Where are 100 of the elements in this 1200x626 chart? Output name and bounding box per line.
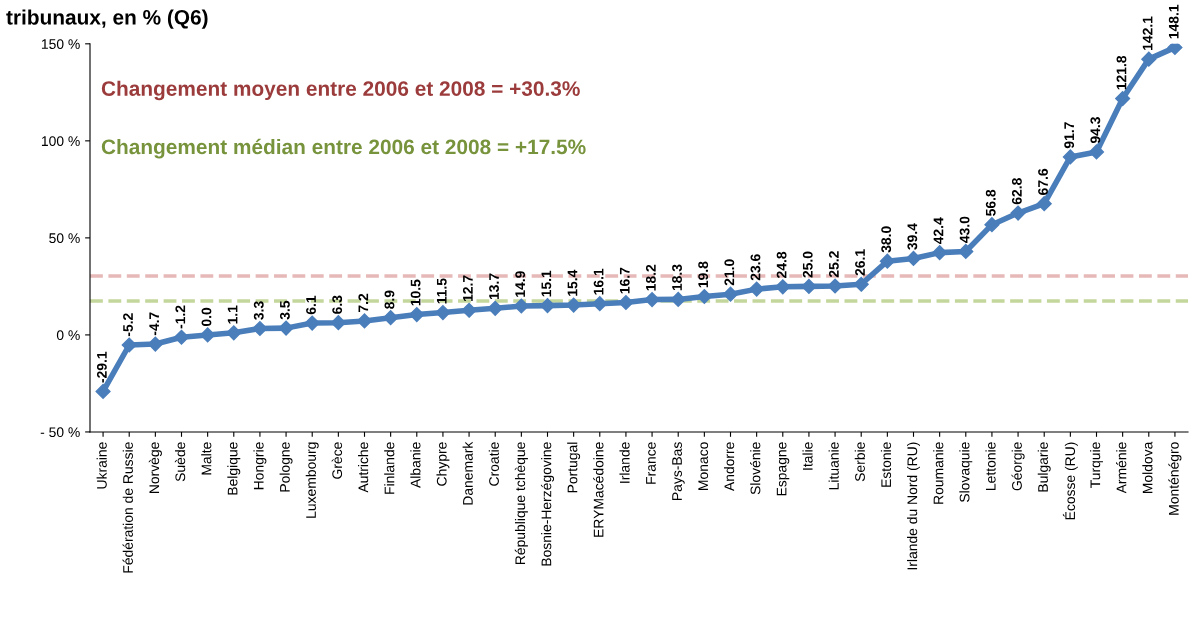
point [749,281,765,297]
text: 13.7 [489,273,499,300]
text: 10.5 [410,279,421,306]
text: 18.3 [672,264,682,291]
point [1036,196,1052,212]
text: 43.0 [959,216,970,243]
text: 3.3 [253,301,264,320]
annotation: Changement moyen entre 2006 et 2008 = +30.3% [101,80,580,101]
x-tick-label: Bulgarie [1037,442,1051,492]
point [1167,43,1183,56]
chart-title: tribunaux, en % (Q6) [6,9,208,29]
x-tick-label: Grèce [331,442,343,479]
x-tick-label: Lituanie [828,442,839,490]
text: -29.1 [96,351,107,383]
text: -5.2 [123,313,133,337]
point [853,276,869,292]
point [566,297,582,313]
x-tick-label: Croatie [488,442,499,486]
x-tick-label: Estonie [880,442,892,487]
text: 0.0 [201,307,212,327]
point [95,383,111,399]
x-tick-label: Bosnie-Herzégovine [540,442,555,566]
x-tick-label: République tchèque [514,442,528,565]
x-tick-label: Chypre [436,442,450,486]
point [173,329,190,345]
point [487,300,503,316]
text: 25.2 [828,251,839,278]
text: -4.7 [149,312,159,336]
x-tick-label: Irlande [619,442,630,483]
text: 8.9 [384,290,395,309]
text: 142.1 [1142,16,1153,50]
point [592,296,608,312]
x-tick-label: France [646,442,656,484]
y-tick-label: 100 % [41,136,80,147]
x-tick-label: ERYMacédoine [593,442,604,537]
x-tick-label: Pays-Bas [672,442,685,500]
text: 26.1 [855,249,865,276]
text: 7.2 [358,293,369,313]
x-tick-label: Norvège [148,442,162,494]
y-tick-label: 0 % [56,330,80,341]
x-tick-label: Autriche [358,442,369,493]
x-tick-label: Monaco [698,442,709,490]
x-tick-label: Finlande [384,442,395,494]
x-tick-label: Slovaquie [959,442,973,503]
x-tick-label: Pologne [279,442,293,492]
point [696,288,712,305]
x-tick-label: Italie [802,442,813,470]
text: 42.4 [933,217,944,245]
point [409,306,425,323]
point [226,325,242,341]
x-tick-label: Hongrie [253,442,267,490]
x-tick-label: Espagne [776,442,790,496]
x-tick-label: Albanie [410,442,421,488]
text: -1.2 [175,305,186,329]
text: 11.5 [436,278,447,304]
text: 21.0 [724,259,735,286]
x-tick-label: Arménie [1116,442,1127,494]
text: 56.8 [985,189,996,216]
point [827,278,843,294]
text: 67.6 [1038,168,1048,195]
text: 14.9 [515,271,526,297]
text: 39.4 [907,223,918,250]
text: 24.8 [776,251,787,278]
text: 94.3 [1090,117,1101,144]
point [278,320,294,336]
y-tick-label: 150 % [41,39,80,49]
x-tick-label: Slovénie [750,442,761,495]
text: 91.7 [1064,122,1075,149]
text: 15.4 [567,269,578,296]
point [1062,149,1078,165]
x-tick-label: Suède [174,442,186,482]
point [330,315,346,331]
point [618,294,634,311]
point [200,327,216,343]
point [775,279,791,295]
annotation: Changement médian entre 2006 et 2008 = +17.5% [101,138,586,159]
text: 15.1 [541,270,552,297]
text: 6.3 [332,295,343,314]
point [121,337,137,353]
text: 121.8 [1116,55,1127,90]
text: 25.0 [802,251,813,278]
x-tick-label: Moldova [1142,441,1153,494]
point [984,217,1000,233]
x-tick-label: Fédération de Russie [122,442,133,573]
point [147,336,163,352]
point [1010,205,1026,221]
point [435,305,451,321]
x-tick-label: Belgique [227,442,241,495]
point [383,310,399,326]
point [958,243,974,260]
point [905,250,922,267]
x-tick-label: Turquie [1090,442,1103,488]
text: 23.6 [750,254,761,281]
x-tick-label: Géorgie [1011,442,1025,491]
point [461,302,477,318]
text: 3.5 [279,300,290,320]
point [879,253,895,269]
x-tick-label: Monténégro [1168,442,1182,515]
point [1088,144,1105,160]
text: 6.1 [306,295,316,315]
